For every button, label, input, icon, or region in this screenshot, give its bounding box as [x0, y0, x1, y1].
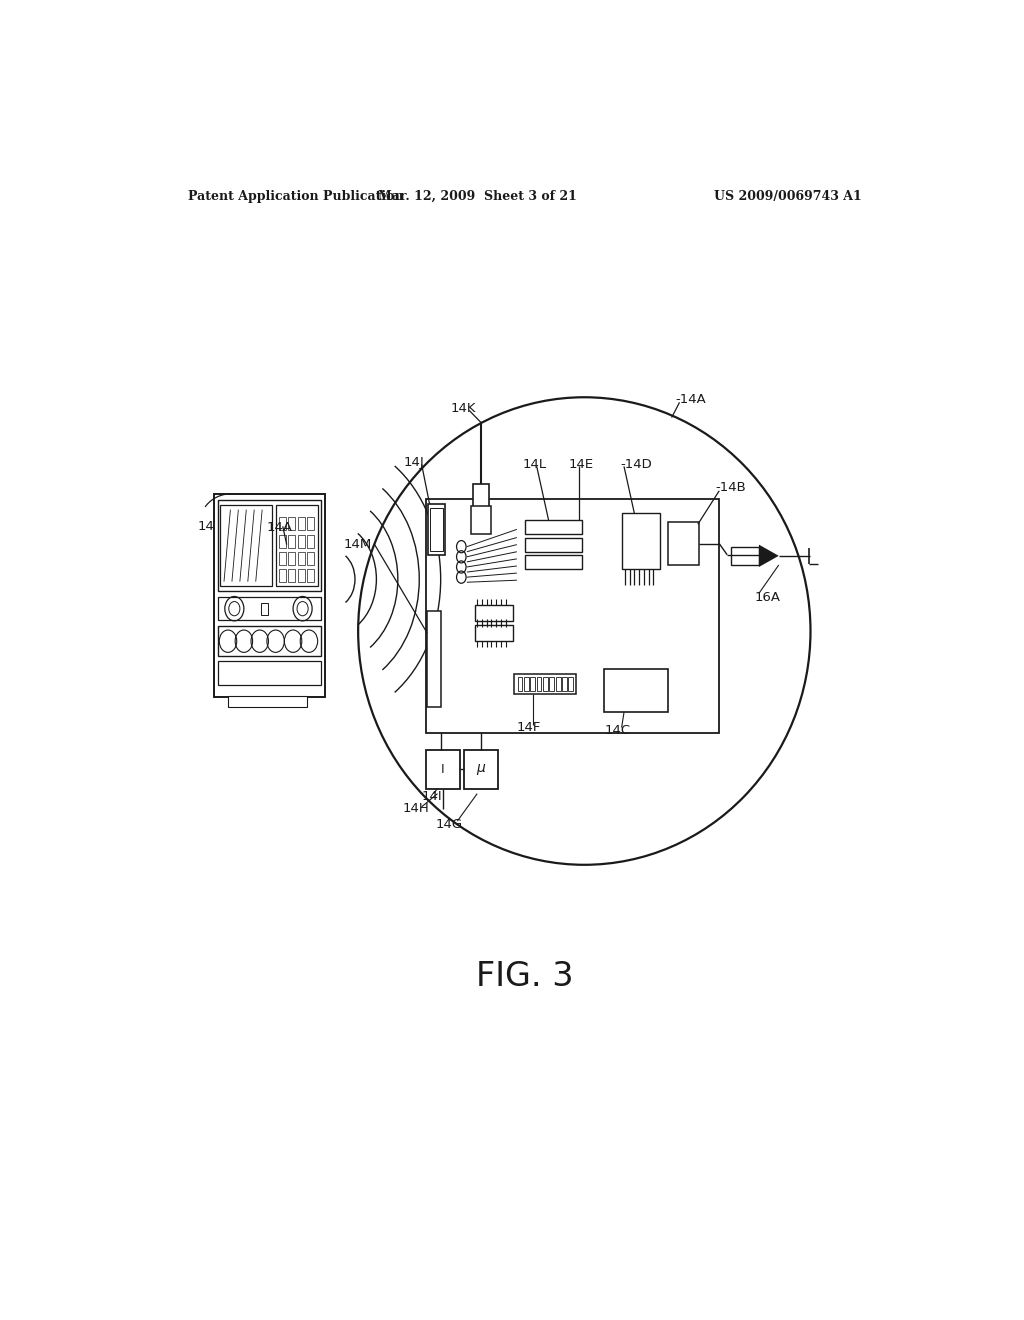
Text: Mar. 12, 2009  Sheet 3 of 21: Mar. 12, 2009 Sheet 3 of 21: [378, 190, 577, 202]
Text: 14J: 14J: [403, 455, 424, 469]
Bar: [475, 605, 513, 620]
Bar: [430, 508, 443, 550]
Bar: [307, 552, 314, 565]
Text: 14M: 14M: [343, 539, 372, 552]
Bar: [307, 569, 314, 582]
Text: 14C: 14C: [604, 725, 631, 737]
Text: Patent Application Publication: Patent Application Publication: [187, 190, 403, 202]
Bar: [568, 677, 573, 690]
Bar: [475, 624, 513, 642]
Text: US 2009/0069743 A1: US 2009/0069743 A1: [715, 190, 862, 202]
Bar: [307, 535, 314, 548]
Bar: [298, 535, 305, 548]
Bar: [556, 677, 560, 690]
Bar: [298, 569, 305, 582]
Text: FIG. 3: FIG. 3: [476, 960, 573, 993]
Text: 14: 14: [198, 520, 215, 533]
Bar: [279, 535, 286, 548]
Text: 14I: 14I: [422, 791, 442, 803]
Bar: [218, 500, 321, 591]
Bar: [465, 750, 498, 788]
Bar: [731, 546, 759, 565]
Bar: [524, 537, 582, 552]
Polygon shape: [759, 545, 778, 568]
Text: I: I: [441, 763, 444, 776]
Bar: [473, 483, 489, 510]
Bar: [298, 517, 305, 531]
Bar: [261, 602, 267, 615]
Text: $\mu$: $\mu$: [476, 762, 486, 776]
Bar: [279, 552, 286, 565]
Text: 14H: 14H: [402, 803, 429, 816]
Bar: [427, 611, 441, 708]
Text: -14B: -14B: [715, 482, 746, 494]
Text: 16A: 16A: [755, 591, 781, 605]
Text: 14F: 14F: [517, 721, 542, 734]
Bar: [524, 554, 582, 569]
Bar: [524, 677, 528, 690]
Text: 14G: 14G: [436, 817, 463, 830]
Bar: [537, 677, 542, 690]
Bar: [279, 569, 286, 582]
Bar: [550, 677, 554, 690]
Bar: [524, 520, 582, 535]
Bar: [218, 598, 321, 620]
Text: 14A: 14A: [267, 521, 293, 533]
Bar: [307, 517, 314, 531]
Text: -14A: -14A: [676, 393, 707, 405]
Text: 14L: 14L: [522, 458, 547, 471]
Bar: [543, 677, 548, 690]
Bar: [279, 517, 286, 531]
Bar: [471, 506, 492, 535]
Bar: [428, 504, 445, 554]
Bar: [288, 517, 295, 531]
Text: -14D: -14D: [620, 458, 652, 471]
Bar: [220, 506, 272, 586]
Bar: [276, 506, 318, 586]
Bar: [426, 499, 719, 733]
Bar: [518, 677, 522, 690]
Bar: [298, 552, 305, 565]
Bar: [622, 513, 659, 569]
Bar: [426, 750, 460, 788]
Bar: [530, 677, 536, 690]
Bar: [604, 669, 668, 713]
Bar: [228, 696, 307, 708]
Bar: [214, 494, 325, 697]
Text: 14K: 14K: [451, 401, 476, 414]
Bar: [218, 626, 321, 656]
Bar: [288, 569, 295, 582]
Bar: [514, 673, 577, 694]
Bar: [668, 523, 699, 565]
Bar: [562, 677, 567, 690]
Bar: [218, 660, 321, 685]
Bar: [288, 552, 295, 565]
Text: 14E: 14E: [568, 458, 594, 471]
Bar: [288, 535, 295, 548]
